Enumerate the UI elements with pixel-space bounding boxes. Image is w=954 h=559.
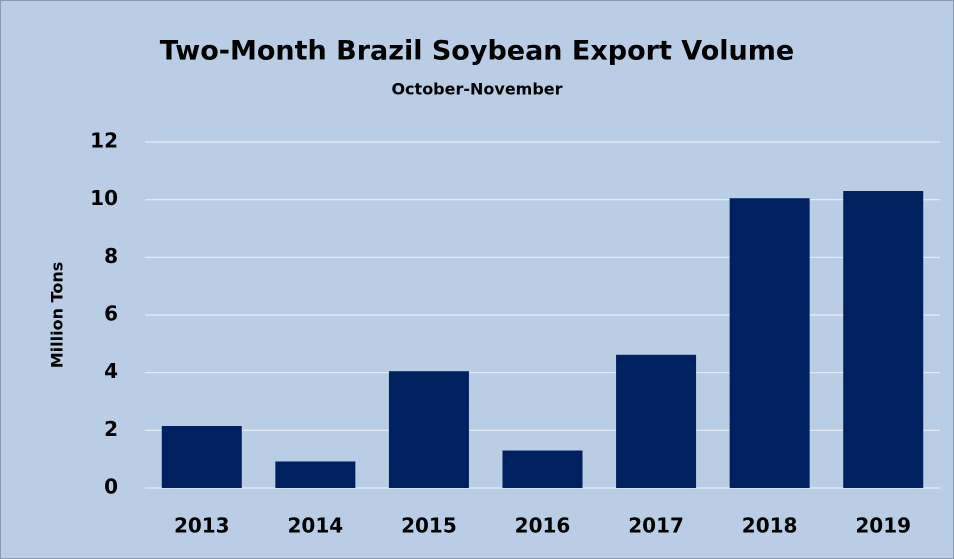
y-tick-label: 12 xyxy=(90,129,118,153)
x-tick-label: 2018 xyxy=(742,514,798,538)
x-tick-label: 2015 xyxy=(401,514,457,538)
y-tick-label: 4 xyxy=(104,359,118,383)
chart-title: Two-Month Brazil Soybean Export Volume xyxy=(160,36,794,67)
y-tick-label: 2 xyxy=(104,417,118,441)
bar xyxy=(616,354,697,488)
bar xyxy=(275,461,356,488)
y-tick-label: 8 xyxy=(104,244,118,268)
chart-subtitle: October-November xyxy=(391,80,562,99)
x-tick-label: 2014 xyxy=(288,514,344,538)
y-tick-label: 10 xyxy=(90,186,118,210)
bar xyxy=(161,426,242,488)
y-axis-label: Million Tons xyxy=(48,262,67,369)
y-tick-label: 6 xyxy=(104,302,118,326)
bar xyxy=(388,371,469,488)
x-tick-label: 2016 xyxy=(515,514,571,538)
bar xyxy=(729,198,810,488)
y-tick-label: 0 xyxy=(104,475,118,499)
x-tick-label: 2019 xyxy=(855,514,911,538)
x-tick-label: 2013 xyxy=(174,514,230,538)
bar xyxy=(502,450,583,488)
x-tick-label: 2017 xyxy=(628,514,684,538)
bar xyxy=(843,191,924,488)
